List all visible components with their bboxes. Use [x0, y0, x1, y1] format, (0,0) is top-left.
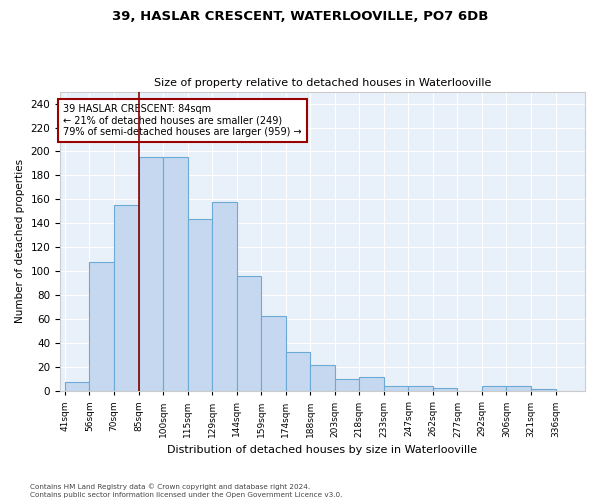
Bar [163, 158, 188, 392]
Bar [433, 388, 457, 392]
Bar [188, 218, 212, 392]
X-axis label: Distribution of detached houses by size in Waterlooville: Distribution of detached houses by size … [167, 445, 478, 455]
Bar [482, 386, 506, 392]
Bar [531, 389, 556, 392]
Bar [261, 316, 286, 392]
Text: 39, HASLAR CRESCENT, WATERLOOVILLE, PO7 6DB: 39, HASLAR CRESCENT, WATERLOOVILLE, PO7 … [112, 10, 488, 23]
Bar [335, 380, 359, 392]
Y-axis label: Number of detached properties: Number of detached properties [15, 160, 25, 324]
Text: Contains HM Land Registry data © Crown copyright and database right 2024.
Contai: Contains HM Land Registry data © Crown c… [30, 484, 343, 498]
Bar [65, 382, 89, 392]
Bar [114, 206, 139, 392]
Bar [359, 377, 384, 392]
Bar [506, 386, 531, 392]
Bar [236, 276, 261, 392]
Text: 39 HASLAR CRESCENT: 84sqm
← 21% of detached houses are smaller (249)
79% of semi: 39 HASLAR CRESCENT: 84sqm ← 21% of detac… [63, 104, 302, 136]
Bar [384, 386, 409, 392]
Bar [286, 352, 310, 392]
Bar [212, 202, 236, 392]
Bar [89, 262, 114, 392]
Bar [310, 365, 335, 392]
Title: Size of property relative to detached houses in Waterlooville: Size of property relative to detached ho… [154, 78, 491, 88]
Bar [409, 386, 433, 392]
Bar [139, 158, 163, 392]
